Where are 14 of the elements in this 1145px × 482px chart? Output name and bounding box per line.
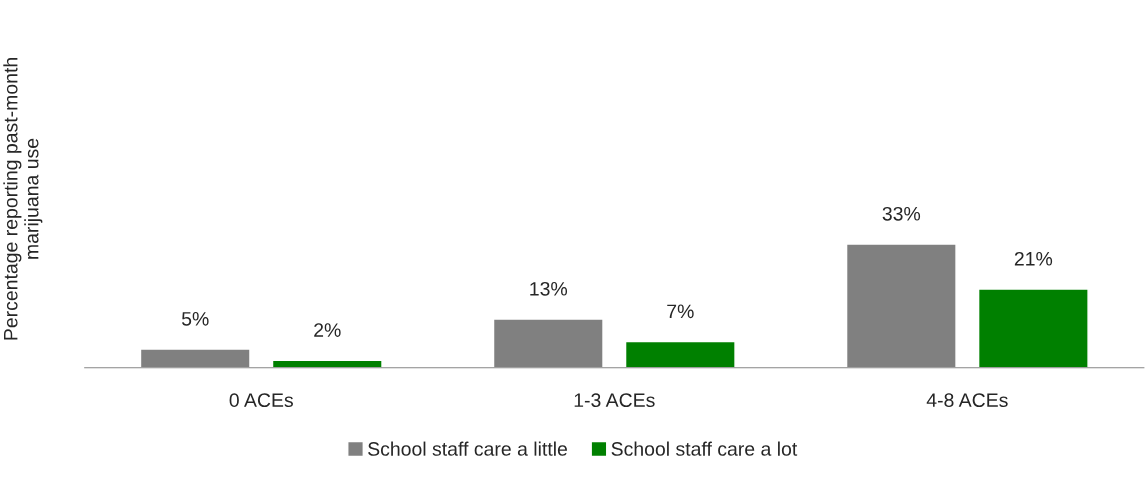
bar [624,340,736,368]
data-label: 21% [1014,251,1053,266]
x-tick-label: 0 ACEs [229,393,293,408]
data-label: 2% [314,323,341,337]
bar [977,288,1089,368]
x-tick-label: 4-8 ACEs [926,393,1008,408]
legend-label: School staff care a little [368,441,567,456]
x-tick-label: 1-3 ACEs [574,393,655,408]
data-label: 5% [181,312,209,326]
data-label: 33% [882,206,921,221]
data-label: 13% [530,281,568,296]
legend-label: School staff care a lot [611,441,798,456]
data-label: 7% [667,304,694,319]
y-axis-title: Percentage reporting past-month marijuana use [3,58,43,340]
